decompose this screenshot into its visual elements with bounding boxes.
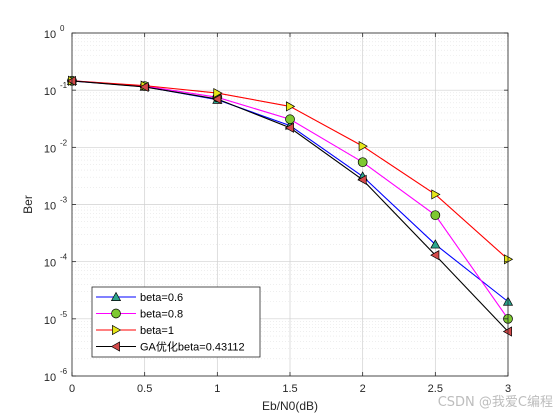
y-tick-exponent: -5 — [60, 310, 68, 319]
x-axis-label: Eb/N0(dB) — [262, 399, 318, 413]
marker-triangle-right — [286, 101, 296, 112]
marker-triangle-left — [139, 81, 149, 93]
marker-circle — [357, 157, 368, 168]
y-tick-label: 10 — [44, 315, 56, 327]
marker-triangle-left — [66, 75, 76, 87]
x-tick-label: 0.5 — [137, 383, 152, 395]
marker-triangle-left — [212, 93, 222, 105]
y-tick-exponent: -2 — [60, 138, 68, 147]
series-layer — [66, 75, 514, 337]
marker-triangle-right — [112, 324, 122, 336]
watermark: CSDN @我爱C编程 — [438, 395, 553, 410]
marker-circle — [111, 308, 121, 319]
marker-triangle-left — [284, 122, 294, 133]
x-tick-label: 1 — [214, 383, 220, 395]
y-tick-exponent: -4 — [60, 253, 68, 262]
marker-triangle-right — [358, 141, 368, 152]
legend-label: beta=0.8 — [140, 309, 183, 321]
y-tick-label: 10 — [44, 201, 56, 213]
marker-triangle-right — [504, 254, 514, 265]
legend-label: GA优化beta=0.43112 — [140, 340, 245, 354]
y-tick-exponent: -3 — [60, 196, 68, 205]
marker-triangle-right — [431, 189, 441, 200]
y-axis-label: Ber — [21, 195, 35, 214]
series-3 — [66, 75, 512, 337]
legend-label: beta=1 — [140, 325, 174, 337]
marker-circle — [285, 114, 295, 125]
y-tick-label: 10 — [44, 258, 56, 270]
marker-triangle-left — [502, 326, 512, 337]
marker-triangle-left — [357, 174, 367, 185]
marker-triangle-up — [110, 291, 122, 301]
x-tick-label: 2 — [360, 383, 366, 395]
marker-triangle-left — [430, 250, 440, 261]
marker-triangle-left — [110, 341, 120, 352]
marker-triangle-up — [430, 239, 441, 249]
y-tick-label: 10 — [44, 143, 56, 155]
marker-triangle-right — [213, 87, 223, 99]
legend-label: beta=0.6 — [140, 292, 183, 304]
y-tick-label: 10 — [44, 29, 56, 41]
y-tick-label: 10 — [44, 86, 56, 98]
y-tick-exponent: -6 — [60, 367, 68, 376]
x-tick-label: 0 — [69, 383, 75, 395]
ticks: 0 0.5 1 1.5 2 2.5 3 10 0 10 -1 10 -2 10 -3 10 -4 10 -5 10 -6 — [44, 24, 511, 395]
y-tick-exponent: 0 — [60, 24, 65, 33]
x-tick-label: 1.5 — [282, 383, 297, 395]
marker-circle — [430, 210, 441, 221]
x-tick-label: 2.5 — [428, 383, 443, 395]
y-tick-label: 10 — [44, 372, 56, 384]
y-tick-exponent: -1 — [60, 81, 68, 90]
legend-box — [91, 286, 261, 358]
x-tick-label: 3 — [505, 383, 511, 395]
legend: beta=0.6 beta=0.8 beta=1 GA优化beta=0.43112 — [91, 286, 261, 358]
